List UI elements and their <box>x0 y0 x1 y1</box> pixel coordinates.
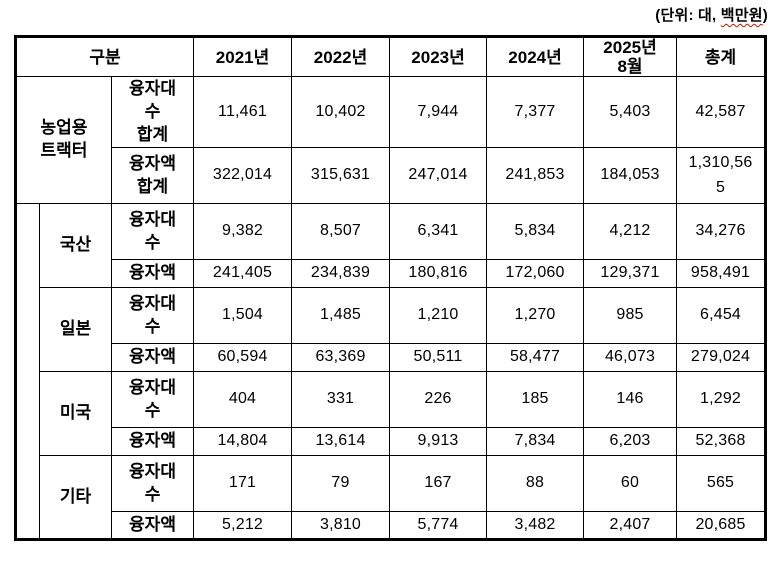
unit-note-misspelled-word: 백만원 <box>720 7 763 24</box>
cell-value: 8,507 <box>291 203 391 261</box>
row-label: 융자액 <box>110 259 195 289</box>
cell-value: 3,810 <box>291 511 391 541</box>
cell-value: 1,310,565 <box>676 147 767 205</box>
cell-value: 315,631 <box>291 147 391 205</box>
cell-value: 34,276 <box>676 203 767 261</box>
table-row: 농업용 트랙터 융자대 수 합계 11,461 10,402 7,944 7,3… <box>15 76 767 205</box>
cell-value: 985 <box>583 287 678 345</box>
header-2022: 2022년 <box>291 35 391 78</box>
table-row: 기타 융자대 수 171 79 167 88 60 565 <box>16 455 767 541</box>
cell-value: 1,292 <box>676 371 767 429</box>
row-label: 융자액 합계 <box>110 147 195 205</box>
table-row: 국산 융자대 수 9,382 8,507 6,341 5,834 4,212 3… <box>15 203 767 541</box>
cell-value: 565 <box>676 455 767 513</box>
cell-value: 1,210 <box>389 287 488 345</box>
table-row: 미국 융자대 수 404 331 226 185 146 1,292 <box>16 371 767 457</box>
row-label: 융자액 <box>110 511 195 541</box>
cell-value: 180,816 <box>389 259 488 289</box>
cell-value: 167 <box>389 455 488 513</box>
cell-value: 9,913 <box>389 427 488 457</box>
cell-value: 279,024 <box>676 343 767 373</box>
cell-value: 234,839 <box>291 259 391 289</box>
cell-value: 2,407 <box>583 511 678 541</box>
cell-value: 7,944 <box>389 76 488 149</box>
cell-value: 322,014 <box>193 147 293 205</box>
cell-value: 4,212 <box>583 203 678 261</box>
financing-table: 구분 2021년 2022년 2023년 2024년 2025년 8월 총계 농… <box>14 35 768 542</box>
cell-value: 58,477 <box>486 343 585 373</box>
row-label: 융자액 <box>110 343 195 373</box>
table-row: 융자액 5,212 3,810 5,774 3,482 2,407 20,685 <box>16 511 767 541</box>
row-label: 융자대 수 <box>110 287 195 345</box>
cell-value: 5,834 <box>486 203 585 261</box>
cell-value: 185 <box>486 371 585 429</box>
cell-value: 10,402 <box>291 76 391 149</box>
table-row: 일본 융자대 수 1,504 1,485 1,210 1,270 985 6,4… <box>16 287 767 373</box>
cell-value: 14,804 <box>193 427 293 457</box>
table-row: 융자액 14,804 13,614 9,913 7,834 6,203 52,3… <box>16 427 767 457</box>
header-2024: 2024년 <box>486 35 585 78</box>
row-label: 융자대 수 <box>110 203 195 261</box>
row-label: 융자대 수 <box>110 371 195 429</box>
cell-value: 5,774 <box>389 511 488 541</box>
unit-note-suffix: ) <box>762 7 768 24</box>
cell-value: 241,853 <box>486 147 585 205</box>
unit-note-prefix: (단위: 대, <box>655 7 721 24</box>
cell-value: 171 <box>193 455 293 513</box>
header-2025-aug: 2025년 8월 <box>583 35 678 78</box>
header-2023: 2023년 <box>389 35 488 78</box>
group-domestic: 국산 <box>39 203 112 289</box>
header-2021: 2021년 <box>193 35 293 78</box>
cell-value: 20,685 <box>676 511 767 541</box>
cell-value: 226 <box>389 371 488 429</box>
cell-value: 146 <box>583 371 678 429</box>
indent-strip-cell <box>15 203 40 541</box>
cell-value: 331 <box>291 371 391 429</box>
cell-value: 172,060 <box>486 259 585 289</box>
header-total: 총계 <box>676 35 767 78</box>
cell-value: 5,403 <box>583 76 678 149</box>
group-usa: 미국 <box>39 371 112 457</box>
cell-value: 88 <box>486 455 585 513</box>
cell-value: 1,504 <box>193 287 293 345</box>
group-tractor-total: 농업용 트랙터 <box>15 76 112 205</box>
cell-value: 60,594 <box>193 343 293 373</box>
unit-note: (단위: 대, 백만원) <box>655 4 768 25</box>
cell-value: 79 <box>291 455 391 513</box>
cell-value: 7,377 <box>486 76 585 149</box>
cell-value: 6,454 <box>676 287 767 345</box>
cell-value: 46,073 <box>583 343 678 373</box>
cell-value: 958,491 <box>676 259 767 289</box>
cell-value: 129,371 <box>583 259 678 289</box>
table-row: 융자액 241,405 234,839 180,816 172,060 129,… <box>16 259 767 289</box>
cell-value: 184,053 <box>583 147 678 205</box>
group-etc: 기타 <box>39 455 112 541</box>
cell-value: 7,834 <box>486 427 585 457</box>
cell-value: 404 <box>193 371 293 429</box>
cell-value: 60 <box>583 455 678 513</box>
cell-value: 11,461 <box>193 76 293 149</box>
cell-value: 247,014 <box>389 147 488 205</box>
cell-value: 5,212 <box>193 511 293 541</box>
cell-value: 3,482 <box>486 511 585 541</box>
header-category: 구분 <box>14 35 195 78</box>
row-label: 융자대 수 <box>110 455 195 513</box>
cell-value: 1,485 <box>291 287 391 345</box>
cell-value: 13,614 <box>291 427 391 457</box>
row-label: 융자대 수 합계 <box>110 76 195 149</box>
table-row: 융자액 합계 322,014 315,631 247,014 241,853 1… <box>16 147 767 205</box>
cell-value: 6,203 <box>583 427 678 457</box>
cell-value: 63,369 <box>291 343 391 373</box>
cell-value: 50,511 <box>389 343 488 373</box>
row-label: 융자액 <box>110 427 195 457</box>
table-row: 융자액 60,594 63,369 50,511 58,477 46,073 2… <box>16 343 767 373</box>
group-japan: 일본 <box>39 287 112 373</box>
cell-value: 9,382 <box>193 203 293 261</box>
cell-value: 52,368 <box>676 427 767 457</box>
cell-value: 42,587 <box>676 76 767 149</box>
cell-value: 6,341 <box>389 203 488 261</box>
cell-value: 1,270 <box>486 287 585 345</box>
cell-value: 241,405 <box>193 259 293 289</box>
header-row: 구분 2021년 2022년 2023년 2024년 2025년 8월 총계 <box>14 35 767 78</box>
